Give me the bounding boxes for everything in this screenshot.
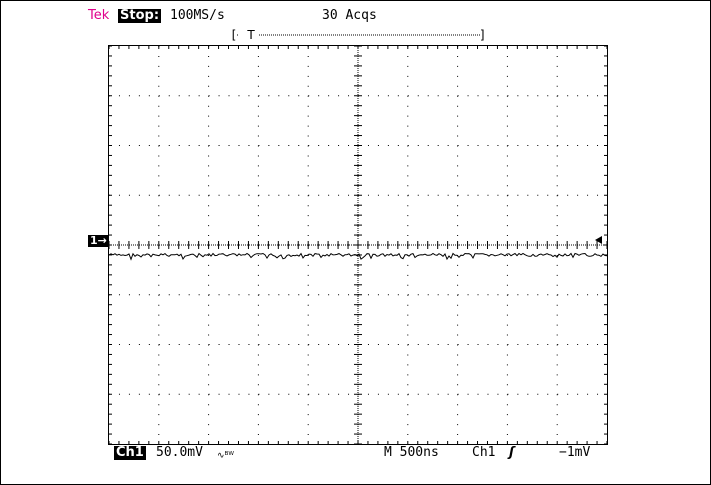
ch1-ground-marker: 1→: [88, 234, 109, 247]
run-status-badge: Stop:: [118, 8, 162, 23]
svg-text:[: [: [230, 28, 237, 42]
brand-logo: Tek: [88, 8, 110, 23]
trigger-position-label: T: [246, 28, 255, 42]
rising-edge-icon: ʃ: [509, 445, 515, 460]
ch1-trace: [109, 252, 607, 261]
graticule: [109, 46, 607, 444]
waveform-display: [108, 45, 608, 445]
sample-rate-readout: 100MS/s: [170, 8, 225, 23]
channel-badge: Ch1: [114, 445, 146, 460]
bandwidth-limit-icon: ∿ᴮᵂ: [217, 451, 235, 461]
record-position-bar: [ T ]: [228, 27, 488, 42]
acquisition-count: 30 Acqs: [322, 8, 377, 23]
timebase-readout: M 500ns: [384, 445, 439, 460]
volts-per-div-readout: 50.0mV: [156, 445, 203, 460]
trigger-level-marker: [595, 236, 602, 244]
svg-text:]: ]: [479, 28, 486, 42]
trigger-level-readout: −1mV: [559, 445, 591, 460]
trigger-source-readout: Ch1: [472, 445, 496, 460]
